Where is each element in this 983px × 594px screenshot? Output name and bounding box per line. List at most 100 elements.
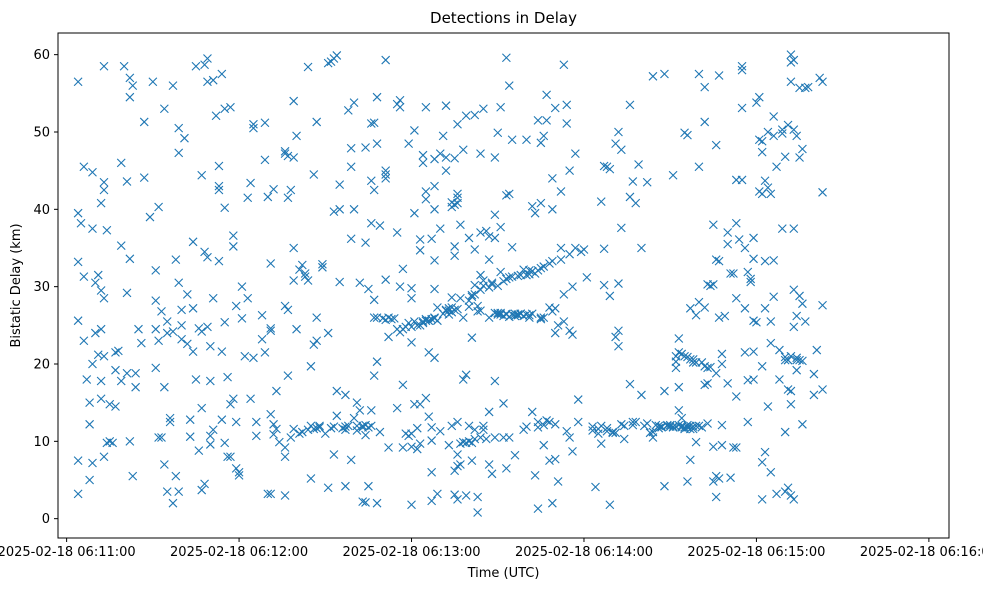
data-point <box>111 365 120 375</box>
data-point <box>660 481 669 491</box>
data-point <box>280 443 290 452</box>
data-point <box>550 103 560 113</box>
data-point <box>691 310 701 320</box>
data-point <box>754 92 764 102</box>
data-point <box>671 363 681 373</box>
data-point <box>625 100 635 110</box>
data-point <box>763 127 773 137</box>
data-point <box>246 394 255 404</box>
data-point <box>683 420 692 430</box>
data-point <box>501 274 511 284</box>
data-point <box>800 83 810 93</box>
data-point <box>203 77 212 87</box>
data-point <box>757 147 767 157</box>
data-point <box>88 224 97 234</box>
data-point <box>688 358 698 367</box>
data-point <box>412 444 422 454</box>
data-point <box>435 224 445 234</box>
data-point <box>372 92 382 102</box>
data-point <box>729 443 738 452</box>
data-point <box>341 425 350 435</box>
data-point <box>599 161 609 171</box>
data-point <box>536 313 546 322</box>
data-point <box>490 153 500 162</box>
data-point <box>453 189 462 199</box>
data-point <box>731 293 741 303</box>
data-point <box>105 436 115 446</box>
data-point <box>260 118 270 128</box>
data-point <box>573 417 583 427</box>
x-axis-ticks: 2025-02-18 06:11:00 2025-02-18 06:12:00 20… <box>0 538 983 560</box>
data-point <box>467 290 477 300</box>
data-point <box>205 440 215 449</box>
data-point <box>700 82 710 92</box>
data-point <box>708 220 718 230</box>
data-point <box>694 69 704 79</box>
data-point <box>476 433 485 442</box>
data-point <box>237 282 247 292</box>
data-point <box>410 208 419 218</box>
data-point <box>588 422 597 432</box>
data-point <box>297 260 307 270</box>
data-point <box>777 224 787 234</box>
data-point <box>760 176 770 186</box>
data-point <box>484 255 494 264</box>
data-point <box>524 266 534 275</box>
data-point <box>404 139 414 148</box>
data-point <box>691 421 701 431</box>
data-point <box>292 131 301 141</box>
data-point <box>272 424 281 434</box>
data-point <box>798 144 807 154</box>
data-point <box>740 348 750 357</box>
data-point <box>131 382 140 392</box>
data-point <box>777 129 787 138</box>
data-point <box>501 191 511 200</box>
data-point <box>737 103 747 113</box>
data-point <box>297 427 307 437</box>
data-point <box>757 136 767 146</box>
data-point <box>246 178 255 188</box>
data-point <box>734 235 744 244</box>
data-point <box>352 398 362 408</box>
data-point <box>309 170 319 179</box>
data-point <box>660 69 669 79</box>
data-point <box>737 61 747 71</box>
data-point <box>125 254 135 264</box>
data-point <box>165 413 175 423</box>
data-point <box>749 233 758 243</box>
data-point <box>266 489 276 499</box>
data-point <box>361 143 370 152</box>
data-point <box>504 81 514 90</box>
data-point <box>168 81 178 90</box>
data-point <box>444 303 454 313</box>
data-point <box>536 263 546 273</box>
y-tick-label: 40 <box>33 203 50 218</box>
data-point <box>217 347 227 357</box>
data-point <box>191 375 201 384</box>
data-point <box>283 193 293 203</box>
data-point <box>303 62 313 72</box>
data-point <box>381 170 391 179</box>
data-point <box>490 233 500 243</box>
data-point <box>783 385 793 394</box>
data-point <box>789 125 799 135</box>
data-point <box>231 464 241 473</box>
data-point <box>171 255 181 264</box>
data-point <box>550 419 560 429</box>
chart-title: Detections in Delay <box>430 9 577 27</box>
data-point <box>237 313 247 323</box>
data-point <box>625 379 635 389</box>
data-point <box>392 403 402 413</box>
data-point <box>346 162 356 172</box>
data-point <box>743 417 753 427</box>
data-point <box>487 279 497 289</box>
data-point <box>507 242 517 252</box>
data-point <box>157 433 166 442</box>
data-point <box>136 338 146 348</box>
data-point <box>723 239 733 249</box>
data-point <box>300 269 310 278</box>
data-point <box>240 351 250 361</box>
data-point <box>714 474 724 483</box>
data-point <box>154 433 163 442</box>
data-point <box>358 497 368 507</box>
